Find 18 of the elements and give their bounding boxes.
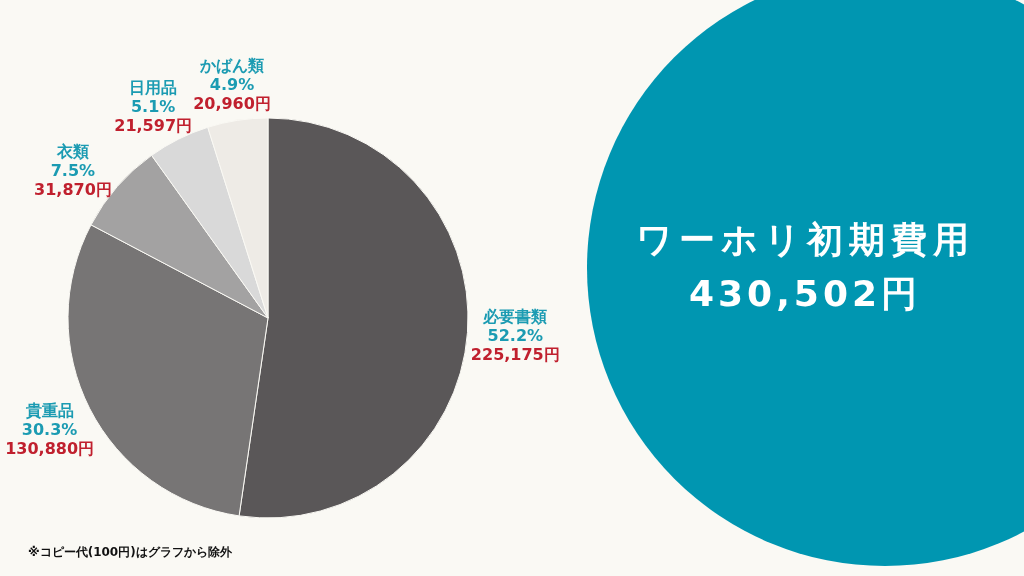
text: 5.1%	[130, 97, 176, 117]
slice-label: 衣類	[55, 142, 89, 162]
text: 430,502円	[689, 273, 921, 314]
text: ※コピー代(100円)はグラフから除外	[28, 545, 233, 559]
data-label: 20,960円	[193, 94, 271, 114]
data-label: 31,870円	[34, 180, 112, 200]
data-label: 130,880円	[5, 439, 95, 459]
slice-label: かばん類	[199, 56, 265, 76]
text: 4.9%	[209, 75, 255, 95]
text: 7.5%	[50, 161, 96, 181]
text: 52.2%	[487, 326, 544, 346]
text: 30.3%	[21, 420, 78, 440]
slice-label: 貴重品	[24, 401, 74, 421]
slice-label: 日用品	[129, 78, 178, 98]
slice-label: 必要書類	[482, 307, 548, 327]
data-label: 225,175円	[470, 345, 560, 365]
data-label: 21,597円	[114, 116, 193, 136]
text: ワーホリ初期費用	[635, 219, 975, 260]
